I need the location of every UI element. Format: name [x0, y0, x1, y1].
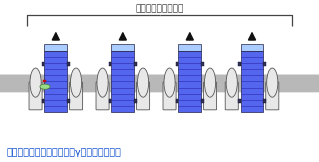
Text: 放射線計測器による測定【γ（ガンマ）線】: 放射線計測器による測定【γ（ガンマ）線】: [6, 148, 121, 157]
Bar: [42, 99, 44, 103]
Text: 搬入ゲート（輸出）: 搬入ゲート（輸出）: [135, 4, 184, 13]
Ellipse shape: [226, 68, 237, 97]
Ellipse shape: [97, 68, 108, 97]
Bar: [134, 62, 137, 66]
Bar: [134, 99, 137, 103]
Ellipse shape: [164, 68, 175, 97]
FancyBboxPatch shape: [70, 82, 83, 110]
FancyBboxPatch shape: [111, 44, 134, 51]
FancyBboxPatch shape: [29, 82, 42, 110]
Bar: [176, 62, 178, 66]
FancyBboxPatch shape: [266, 82, 279, 110]
FancyBboxPatch shape: [225, 82, 238, 110]
Bar: [263, 99, 266, 103]
FancyBboxPatch shape: [178, 51, 201, 112]
FancyBboxPatch shape: [137, 82, 150, 110]
FancyBboxPatch shape: [44, 51, 67, 112]
Bar: [238, 62, 241, 66]
FancyBboxPatch shape: [241, 51, 263, 112]
Bar: [263, 62, 266, 66]
Bar: [67, 99, 70, 103]
Bar: [67, 62, 70, 66]
Circle shape: [40, 84, 50, 89]
Ellipse shape: [30, 68, 41, 97]
FancyBboxPatch shape: [241, 44, 263, 51]
Bar: [42, 62, 44, 66]
Ellipse shape: [267, 68, 278, 97]
Bar: [238, 99, 241, 103]
FancyBboxPatch shape: [204, 82, 217, 110]
Bar: [201, 62, 204, 66]
Bar: [109, 99, 111, 103]
FancyBboxPatch shape: [163, 82, 176, 110]
FancyBboxPatch shape: [111, 51, 134, 112]
Ellipse shape: [70, 68, 82, 97]
FancyBboxPatch shape: [96, 82, 109, 110]
Bar: [43, 80, 46, 82]
FancyBboxPatch shape: [178, 44, 201, 51]
Bar: [176, 99, 178, 103]
Bar: [109, 62, 111, 66]
Ellipse shape: [204, 68, 216, 97]
Bar: [201, 99, 204, 103]
Ellipse shape: [137, 68, 149, 97]
FancyBboxPatch shape: [0, 75, 319, 92]
FancyBboxPatch shape: [44, 44, 67, 51]
